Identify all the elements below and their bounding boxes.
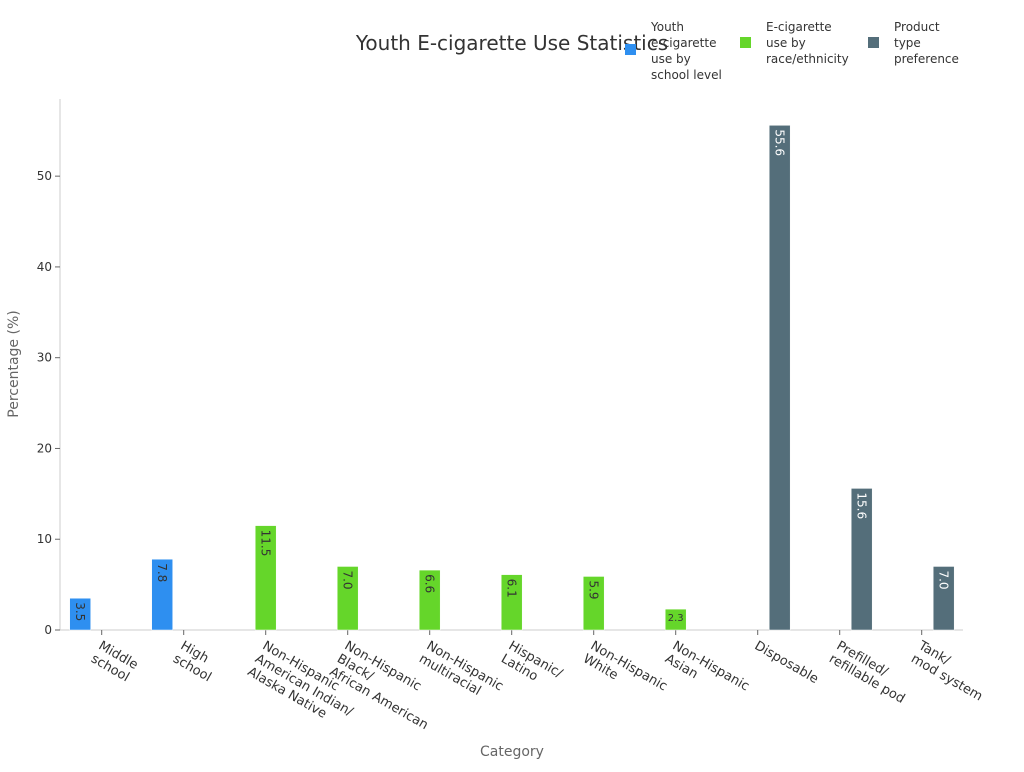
y-tick-label: 10 — [37, 532, 52, 546]
data-label: 6.1 — [505, 579, 519, 598]
y-tick-label: 20 — [37, 441, 52, 455]
data-label: 5.9 — [587, 580, 601, 599]
data-label: 55.6 — [773, 129, 787, 156]
legend-label: Product type preference — [894, 20, 959, 66]
bar — [932, 566, 955, 631]
y-tick-label: 40 — [37, 260, 52, 274]
data-label: 3.5 — [73, 602, 87, 621]
data-label: 6.6 — [423, 574, 437, 593]
y-tick-label: 0 — [44, 623, 52, 637]
y-axis-label: Percentage (%) — [6, 310, 22, 417]
bar — [418, 569, 441, 631]
x-tick-label: Middleschool — [88, 638, 140, 685]
bar — [664, 608, 687, 631]
x-tick-label: Non-HispanicAsian — [662, 638, 751, 707]
y-tick-label: 50 — [37, 169, 52, 183]
bar — [151, 558, 173, 631]
x-tick-label: Disposable — [752, 638, 821, 687]
bar — [582, 576, 605, 631]
x-tick-label: Prefilled/refillable pod — [826, 638, 915, 706]
bar — [850, 488, 873, 631]
bar — [69, 597, 91, 631]
data-label: 7.0 — [937, 570, 951, 589]
x-tick-label: Non-HispanicWhite — [580, 638, 669, 707]
x-axis-label: Category — [480, 744, 544, 760]
legend-label: Youth e-cigarette use by school level — [650, 20, 722, 82]
y-tick-label: 30 — [37, 351, 52, 365]
bar — [336, 566, 359, 631]
data-label: 15.6 — [855, 492, 869, 519]
bar — [500, 574, 523, 631]
chart-title: Youth E-cigarette Use Statistics — [355, 31, 668, 55]
x-tick-label: Hispanic/Latino — [498, 638, 565, 694]
x-tick-label: Highschool — [170, 638, 221, 685]
legend-label: E-cigarette use by race/ethnicity — [766, 20, 849, 66]
legend-swatch — [625, 44, 636, 55]
x-tick-label: Tank/mod system — [907, 638, 992, 704]
bar — [768, 125, 791, 631]
data-label: 2.3 — [668, 613, 684, 624]
bar — [254, 525, 277, 631]
data-label: 7.8 — [155, 563, 169, 582]
data-label: 7.0 — [341, 570, 355, 589]
x-tick-label: Non-Hispanicmultiracial — [416, 638, 505, 707]
legend: Youth e-cigarette use by school level E-ciga… — [625, 20, 959, 82]
data-label: 11.5 — [259, 530, 273, 557]
legend-swatch — [868, 37, 879, 48]
legend-swatch — [740, 37, 751, 48]
